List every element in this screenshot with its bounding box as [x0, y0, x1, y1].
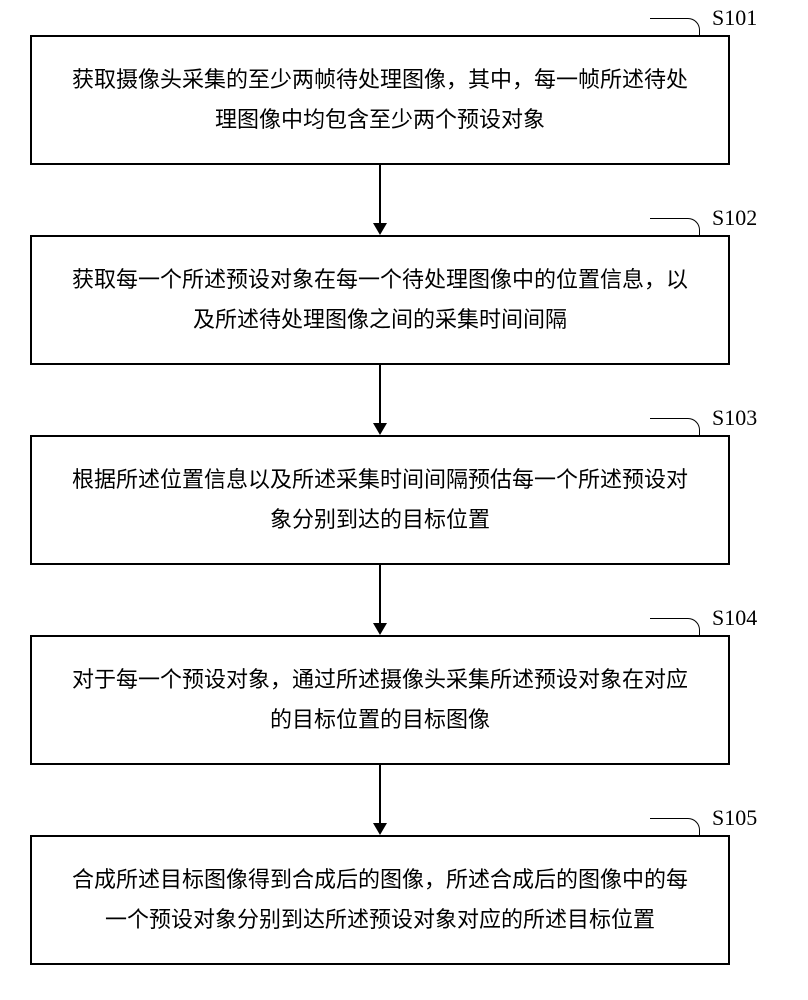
arrow-2-3: [379, 365, 381, 423]
arrow-1-2: [379, 165, 381, 223]
step-label-s102: S102: [712, 205, 757, 231]
step-box-s103: 根据所述位置信息以及所述采集时间间隔预估每一个所述预设对象分别到达的目标位置: [30, 435, 730, 565]
step-text-s104: 对于每一个预设对象，通过所述摄像头采集所述预设对象在对应的目标位置的目标图像: [62, 660, 698, 739]
step-box-s104: 对于每一个预设对象，通过所述摄像头采集所述预设对象在对应的目标位置的目标图像: [30, 635, 730, 765]
label-connector-s103: [650, 418, 700, 435]
arrow-3-4: [379, 565, 381, 623]
step-text-s101: 获取摄像头采集的至少两帧待处理图像，其中，每一帧所述待处理图像中均包含至少两个预…: [62, 60, 698, 139]
arrow-head-4-5: [373, 823, 387, 835]
label-connector-s104: [650, 618, 700, 635]
step-label-s104: S104: [712, 605, 757, 631]
step-box-s101: 获取摄像头采集的至少两帧待处理图像，其中，每一帧所述待处理图像中均包含至少两个预…: [30, 35, 730, 165]
arrow-head-3-4: [373, 623, 387, 635]
label-connector-s102: [650, 218, 700, 235]
step-text-s105: 合成所述目标图像得到合成后的图像，所述合成后的图像中的每一个预设对象分别到达所述…: [62, 860, 698, 939]
step-box-s105: 合成所述目标图像得到合成后的图像，所述合成后的图像中的每一个预设对象分别到达所述…: [30, 835, 730, 965]
step-box-s102: 获取每一个所述预设对象在每一个待处理图像中的位置信息，以及所述待处理图像之间的采…: [30, 235, 730, 365]
step-label-s101: S101: [712, 5, 757, 31]
arrow-4-5: [379, 765, 381, 823]
label-connector-s101: [650, 18, 700, 35]
arrow-head-1-2: [373, 223, 387, 235]
flowchart-container: 获取摄像头采集的至少两帧待处理图像，其中，每一帧所述待处理图像中均包含至少两个预…: [0, 0, 808, 1000]
step-label-s103: S103: [712, 405, 757, 431]
step-text-s102: 获取每一个所述预设对象在每一个待处理图像中的位置信息，以及所述待处理图像之间的采…: [62, 260, 698, 339]
step-text-s103: 根据所述位置信息以及所述采集时间间隔预估每一个所述预设对象分别到达的目标位置: [62, 460, 698, 539]
arrow-head-2-3: [373, 423, 387, 435]
label-connector-s105: [650, 818, 700, 835]
step-label-s105: S105: [712, 805, 757, 831]
